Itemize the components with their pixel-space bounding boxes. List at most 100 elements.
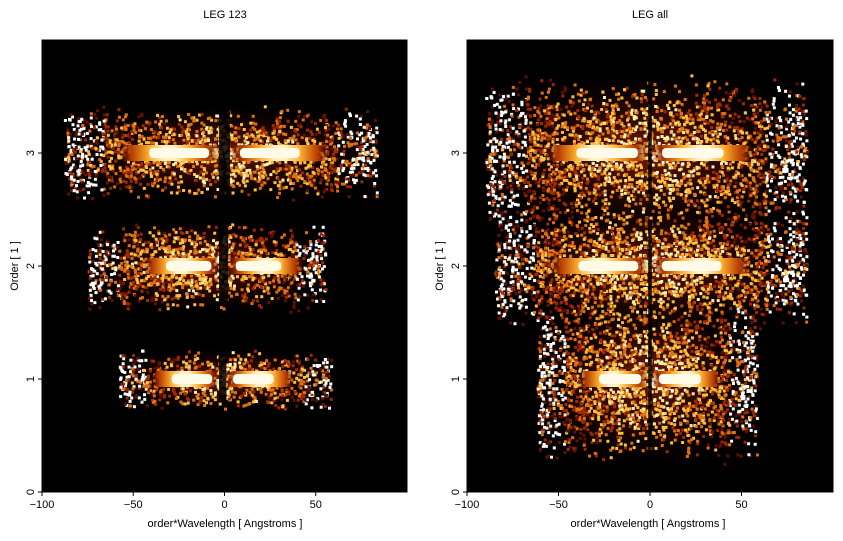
heat-pixel [117,266,121,270]
heat-pixel [283,289,287,293]
heat-pixel [728,399,732,402]
heat-pixel [79,150,83,154]
heat-pixel [70,189,73,192]
heat-pixel [710,386,714,390]
heat-pixel [339,131,343,135]
heat-pixel [556,356,560,360]
heat-pixel [206,397,210,401]
heat-pixel [155,386,159,390]
heat-pixel [745,365,749,368]
heat-pixel [641,410,645,414]
heat-pixel [99,283,103,287]
heat-pixel [300,177,304,181]
heat-pixel [77,132,81,136]
heat-pixel [743,440,747,444]
heat-pixel [81,123,85,127]
heat-pixel [372,158,376,162]
heat-pixel [127,276,131,280]
heat-pixel [358,156,362,160]
heat-pixel [73,165,77,169]
heat-pixel [144,387,148,391]
heat-pixel [347,162,351,166]
heat-pixel [125,165,128,169]
heat-pixel [288,171,292,175]
heat-pixel [306,143,310,147]
heat-pixel [571,380,575,384]
heat-pixel [586,428,590,432]
heat-pixel [69,183,73,187]
heat-pixel [574,374,578,378]
heat-pixel [566,447,570,451]
heat-pixel [316,397,320,401]
heat-pixel [349,161,353,165]
heat-pixel [579,395,583,399]
heat-pixel [149,277,153,281]
heat-pixel [714,355,718,359]
heat-pixel [79,178,83,182]
heat-pixel [604,390,608,394]
heat-pixel [688,408,692,412]
heat-pixel [538,356,542,360]
heat-pixel [145,161,149,165]
heat-pixel [307,385,311,389]
heat-pixel [319,181,323,185]
heat-pixel [122,382,126,386]
heat-pixel [229,235,233,239]
heat-pixel [211,395,215,399]
heat-pixel [290,169,294,173]
heat-pixel [581,345,585,349]
heat-pixel [159,394,163,398]
heat-pixel [360,141,363,145]
heat-pixel [216,372,220,376]
heat-pixel [284,245,288,249]
heat-pixel [314,122,317,126]
heat-pixel [744,430,748,434]
heat-pixel [336,178,340,182]
heat-pixel [578,369,582,373]
heat-pixel [240,173,244,177]
heat-pixel [286,244,290,248]
heat-pixel [246,255,250,259]
heat-pixel [611,422,615,426]
heat-pixel [240,288,244,292]
heat-pixel [307,264,311,268]
heat-pixel [542,347,546,351]
heat-pixel [355,148,359,152]
heat-pixel [246,287,250,291]
heat-pixel [582,397,586,401]
heat-pixel [310,174,314,178]
heat-pixel [680,392,684,396]
heat-pixel [173,254,177,258]
heat-pixel [741,391,745,395]
heat-pixel [202,123,206,127]
heat-pixel [91,268,95,272]
heat-pixel [142,271,146,274]
heat-pixel [215,172,218,176]
heat-pixel [216,134,220,138]
heat-pixel [258,280,261,283]
heat-pixel [330,183,333,187]
heat-pixel [364,174,368,178]
heat-pixel [744,341,748,345]
heat-pixel [695,407,699,411]
heat-pixel [576,334,580,338]
heat-pixel [726,403,730,407]
heat-pixel [83,196,86,200]
heat-pixel [137,267,141,271]
heat-pixel [196,287,200,291]
heat-pixel [598,427,602,431]
heat-pixel [305,137,309,141]
heat-pixel [113,138,117,142]
heat-pixel [117,292,121,296]
heat-pixel [213,398,217,402]
heat-pixel [95,153,99,156]
heat-pixel [637,427,641,430]
heat-pixel [254,253,258,257]
heat-pixel [161,294,165,298]
band-core-highlight [165,261,212,271]
heat-pixel [563,345,567,349]
heat-pixel [254,122,258,126]
heat-pixel [188,128,191,132]
heat-pixel [328,374,331,378]
heat-pixel [291,247,295,251]
